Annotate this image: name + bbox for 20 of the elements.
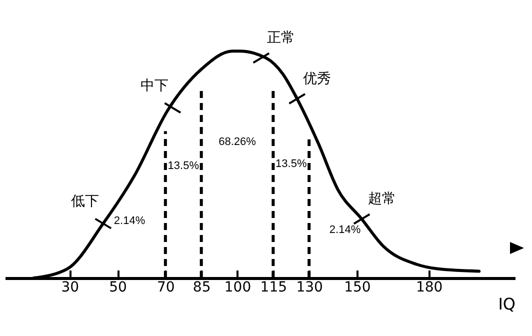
annotation: 2.14%: [329, 224, 361, 236]
x-tick-label: 150: [344, 280, 371, 296]
x-tick-label: 85: [192, 280, 211, 296]
x-tick-label: 70: [157, 280, 175, 296]
annotation: 正常: [267, 30, 296, 46]
annotation: 优秀: [303, 70, 332, 87]
x-axis-title: IQ: [498, 294, 516, 314]
x-tick-label: 130: [296, 280, 323, 296]
annotation: 低下: [71, 194, 100, 210]
annotation: 13.5%: [276, 158, 307, 170]
x-tick-label: 30: [61, 280, 80, 296]
x-tick-label: 100: [224, 280, 252, 296]
x-tick-label: 50: [109, 280, 127, 296]
annotation: 13.5%: [168, 160, 200, 172]
annotation: 中下: [140, 78, 169, 94]
x-tick-label: 115: [260, 280, 288, 296]
annotation: 2.14%: [114, 215, 146, 228]
x-tick-label: 180: [416, 280, 443, 296]
annotation: 68.26%: [218, 136, 256, 148]
annotation: 超常: [368, 191, 396, 208]
